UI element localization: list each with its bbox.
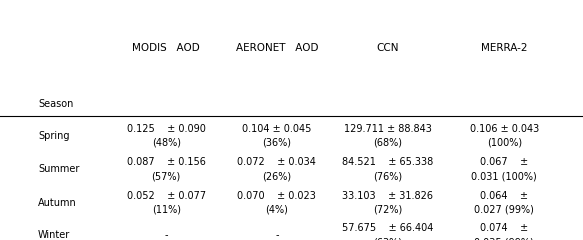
Text: Summer: Summer [38,164,79,174]
Text: 84.521    ± 65.338
(76%): 84.521 ± 65.338 (76%) [342,157,433,181]
Text: 0.072    ± 0.034
(26%): 0.072 ± 0.034 (26%) [237,157,317,181]
Text: Spring: Spring [38,131,69,141]
Text: 0.106 ± 0.043
(100%): 0.106 ± 0.043 (100%) [470,124,539,148]
Text: 33.103    ± 31.826
(72%): 33.103 ± 31.826 (72%) [342,191,433,215]
Text: 57.675    ± 66.404
(63%): 57.675 ± 66.404 (63%) [342,223,433,240]
Text: Season: Season [38,99,73,109]
Text: Winter: Winter [38,230,70,240]
Text: 0.064    ±
0.027 (99%): 0.064 ± 0.027 (99%) [475,191,534,215]
Text: MODIS   AOD: MODIS AOD [132,43,200,53]
Text: Autumn: Autumn [38,198,76,208]
Text: 0.087    ± 0.156
(57%): 0.087 ± 0.156 (57%) [127,157,206,181]
Text: AERONET   AOD: AERONET AOD [236,43,318,53]
Text: 0.104 ± 0.045
(36%): 0.104 ± 0.045 (36%) [243,124,311,148]
Text: CCN: CCN [377,43,399,53]
Text: 0.125    ± 0.090
(48%): 0.125 ± 0.090 (48%) [127,124,206,148]
Text: -: - [275,230,279,240]
Text: 0.052    ± 0.077
(11%): 0.052 ± 0.077 (11%) [127,191,206,215]
Text: MERRA-2: MERRA-2 [481,43,528,53]
Text: 129.711 ± 88.843
(68%): 129.711 ± 88.843 (68%) [344,124,431,148]
Text: -: - [164,230,168,240]
Text: 0.074    ±
0.035 (99%): 0.074 ± 0.035 (99%) [475,223,534,240]
Text: 0.067    ±
0.031 (100%): 0.067 ± 0.031 (100%) [472,157,537,181]
Text: 0.070    ± 0.023
(4%): 0.070 ± 0.023 (4%) [237,191,317,215]
